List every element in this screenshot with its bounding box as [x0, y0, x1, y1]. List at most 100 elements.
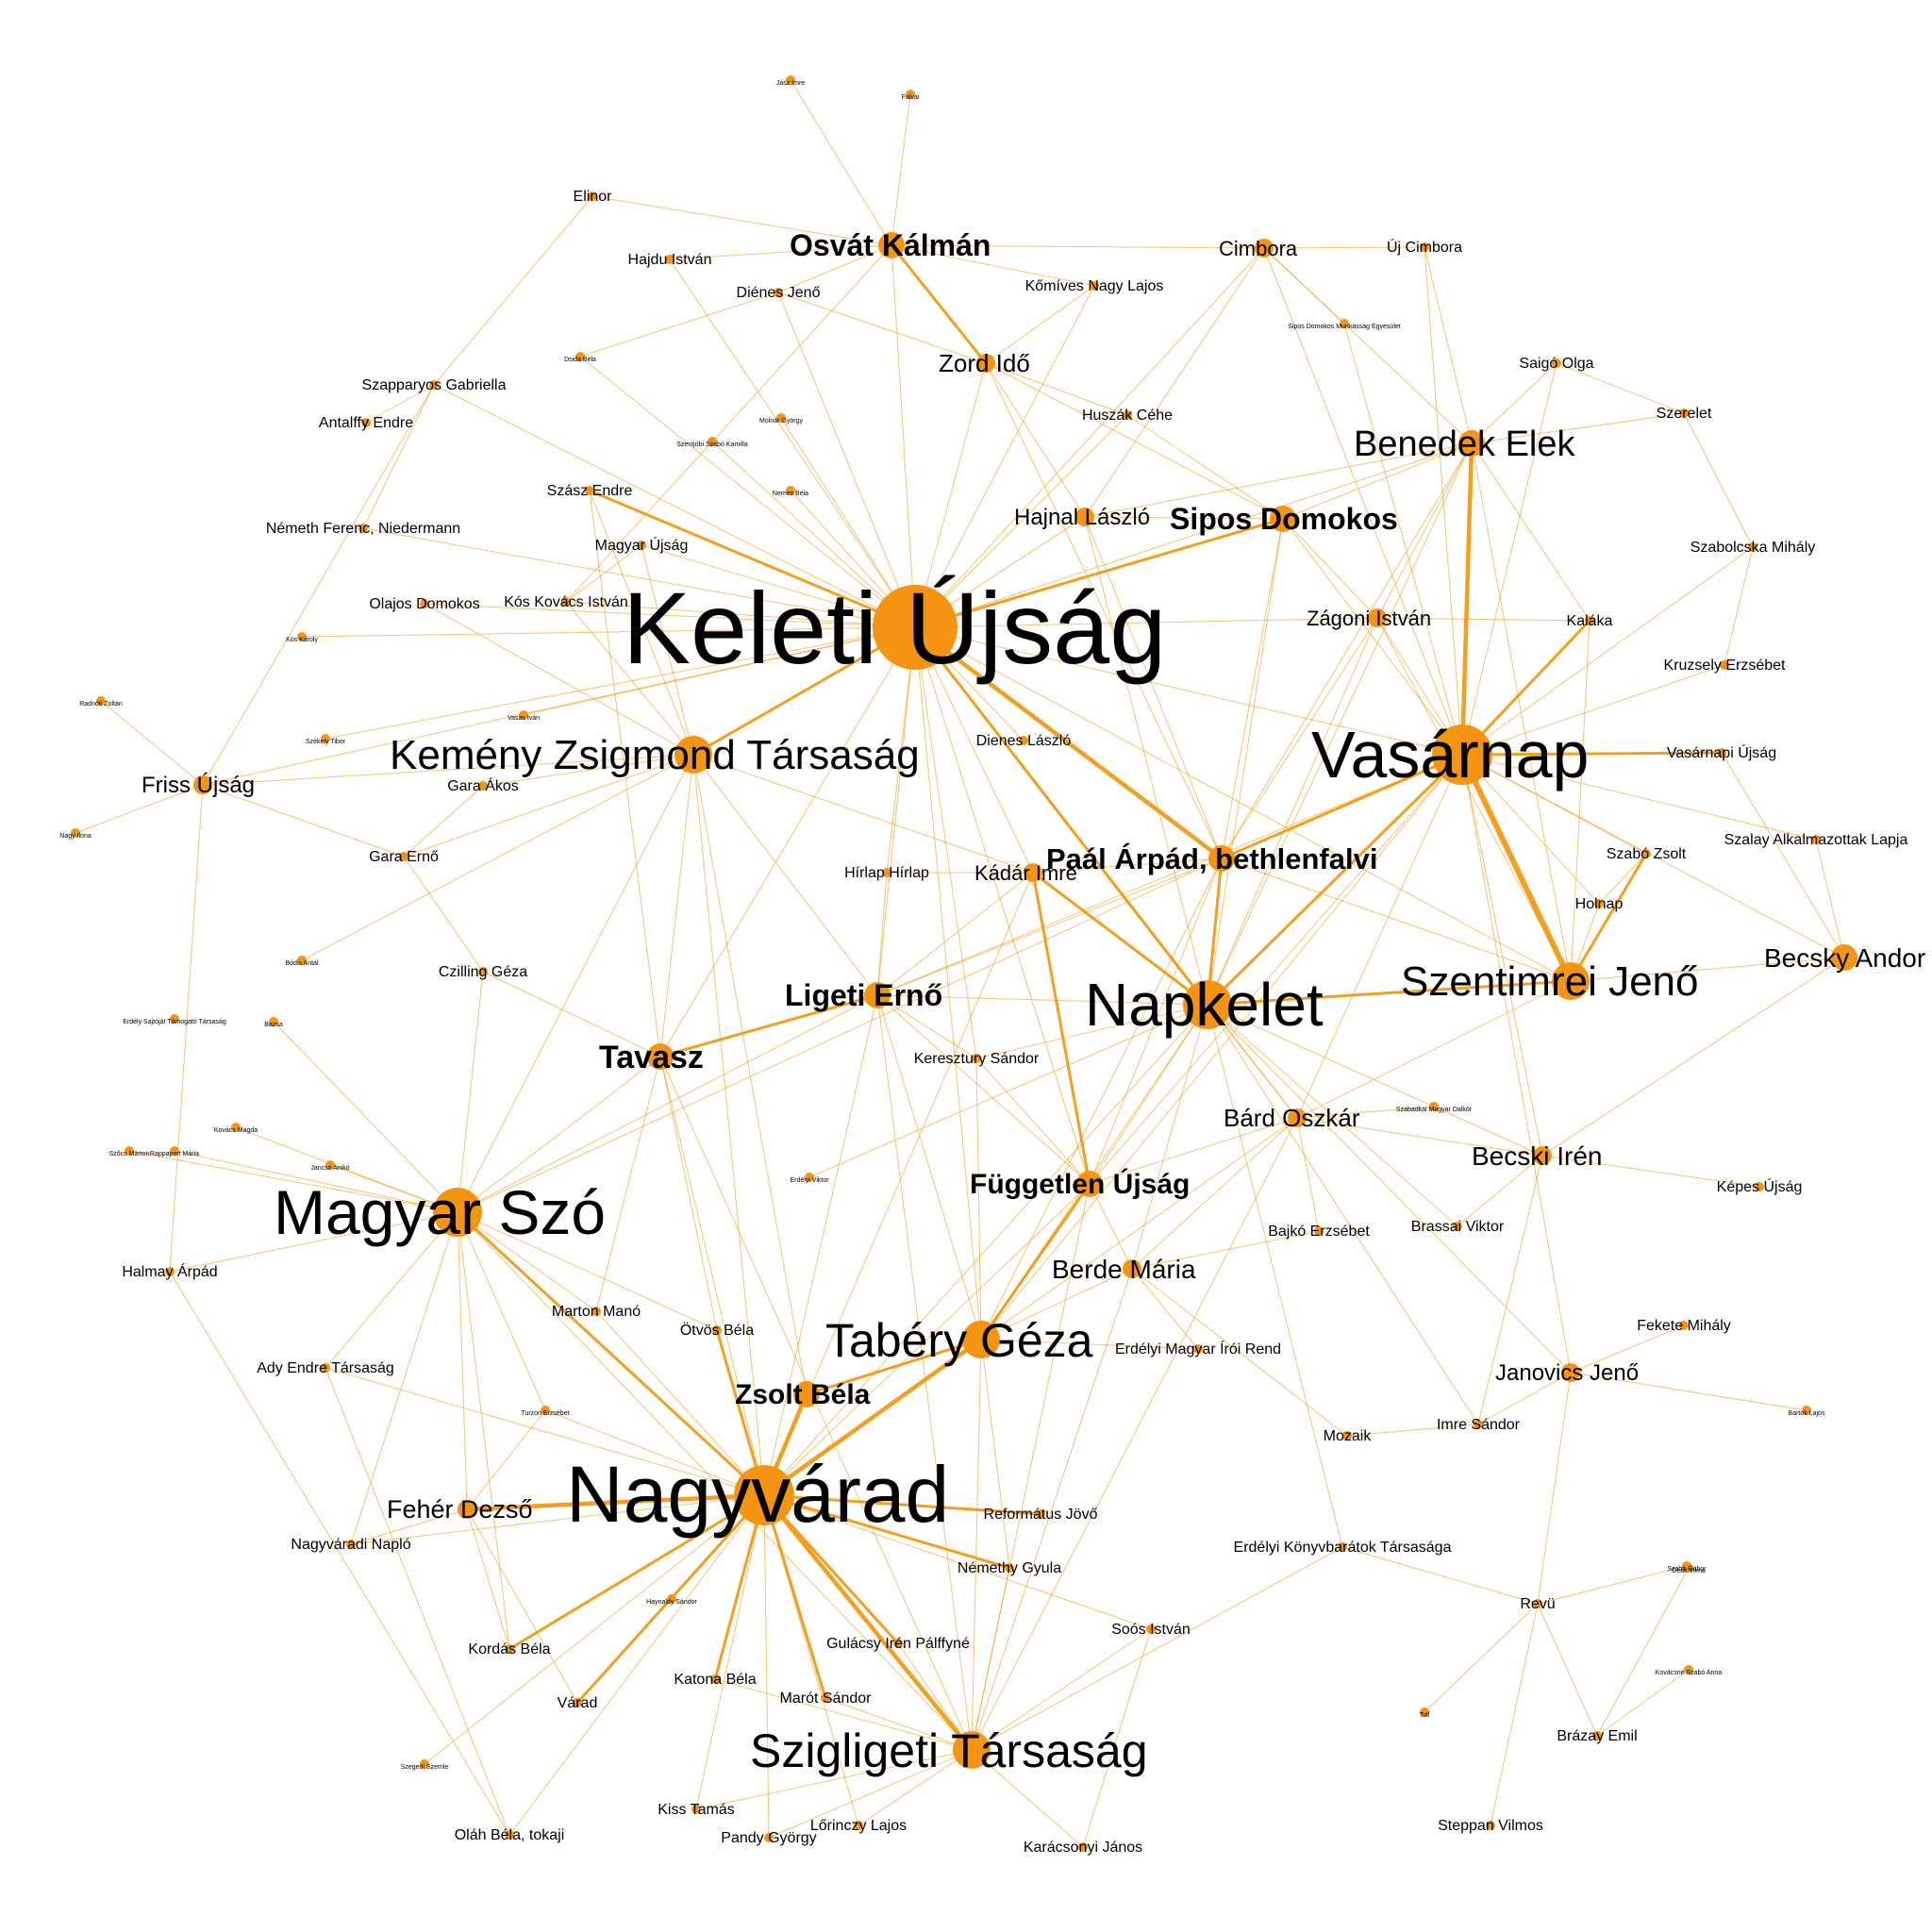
edge-keleti-paal	[912, 625, 1224, 861]
edge-tavasz-marton	[595, 1056, 661, 1312]
node-becski-iren	[1533, 1146, 1552, 1165]
node-hajnal-laszlo	[1075, 508, 1094, 526]
edge-keleti-kadar	[914, 626, 1034, 874]
edge-nagyvarad-marot	[762, 1493, 827, 1700]
node-kovacs-magda	[231, 1123, 241, 1132]
edge-keleti-magyarujsag	[641, 544, 916, 628]
edge-keleti-keresztury	[914, 626, 977, 1059]
label-hirlap-hirlap: Hírlap Hírlap	[844, 865, 929, 881]
label-halmay-arpad: Halmay Árpád	[122, 1262, 217, 1280]
label-falvai: Falvai	[902, 94, 920, 101]
edge-janovics-t24	[1570, 1372, 1807, 1411]
labels-layer: Keleti Újság Nagyvárad Vasárnap Napkelet Mag…	[59, 80, 1925, 1856]
node-elinor	[588, 192, 597, 201]
label-mozaik: Mozaik	[1324, 1428, 1373, 1444]
edge-szigligeti-karacsonyi	[971, 1749, 1084, 1848]
label-rappaport-maria: Rappaport Mária	[150, 1151, 199, 1158]
label-huszak-cehe: Huszák Céhe	[1082, 408, 1173, 424]
label-kemeny-zsigmond-tarsasag: Kemény Zsigmond Társaság	[390, 732, 920, 778]
label-deak-vilma: Deák Vilma	[1672, 1568, 1706, 1574]
label-tabery-geza: Tabéry Géza	[825, 1314, 1093, 1367]
node-antalffy-endre	[361, 418, 371, 427]
edge-nagyvarad-lorinczy	[763, 1494, 859, 1826]
node-toll	[1420, 1707, 1429, 1717]
edge-ligeti-kadar	[876, 872, 1034, 996]
edge-sipos-huszak	[1126, 414, 1284, 520]
edge-keleti-bard	[914, 626, 1298, 1119]
label-reformatus-jovo: Református Jövő	[984, 1507, 1098, 1523]
node-janovics-jeno	[1561, 1363, 1580, 1382]
edge-imre-mozaik	[1346, 1424, 1479, 1437]
edge-feher-nagyvaradinaplo	[350, 1508, 468, 1545]
edge-zord-hajnal	[985, 362, 1086, 518]
edge-benedek-zagoni	[1376, 442, 1473, 619]
edge-friss-halmay	[169, 784, 204, 1273]
edge-nagyvarad-pandy	[763, 1494, 770, 1839]
node-fekete-mihaly	[1679, 1321, 1689, 1330]
edge-osvat-elinor	[591, 195, 892, 246]
edge-janovics-revu	[1537, 1372, 1572, 1605]
label-kovacs-magda: Kovács Magda	[214, 1127, 258, 1134]
label-lorinczy-lajos: Lőrinczy Lajos	[810, 1818, 907, 1834]
edge-magyarszo-tavasz	[457, 1056, 661, 1213]
label-feher-dezso: Fehér Dezső	[387, 1495, 533, 1524]
node-hajdu-istvan	[665, 255, 675, 264]
edge-szentimrei-szabozsolt	[1569, 852, 1648, 983]
edge-szigligeti-pandy	[768, 1749, 973, 1839]
edge-osvat-hajdu	[669, 244, 892, 260]
label-nemeth-ferenc-niedermann: Németh Ferenc, Niedermann	[266, 521, 460, 537]
label-turzon-erzsebet: Turzon Erzsébet	[521, 1410, 569, 1417]
node-erdelyi-magyar-iroi-rend	[1193, 1344, 1203, 1354]
label-zagoni-istvan: Zágoni István	[1307, 607, 1431, 630]
node-jancso-aniko	[325, 1160, 335, 1170]
edge-sipos-zord	[985, 362, 1284, 520]
edge-nagyvarad-kiss	[695, 1494, 765, 1810]
edge-friss-szapp	[202, 384, 435, 786]
edge-napkelet-imre	[1207, 1004, 1479, 1425]
label-nagyvarad: Nagyvárad	[566, 1450, 949, 1539]
edge-ligeti-fuggetlen	[876, 994, 1091, 1185]
edge-benedek-saito	[1471, 362, 1557, 444]
edge-revu-toll	[1424, 1603, 1539, 1713]
edge-tabery-nemethy	[980, 1339, 1010, 1569]
edge-szigligeti-fuggetlen	[971, 1183, 1091, 1751]
edge-keleti-dienes	[777, 291, 916, 628]
edge-janovics-fekete	[1570, 1324, 1685, 1374]
label-karacsonyi-janos: Karácsonyi János	[1024, 1840, 1142, 1856]
label-szalay-alkalmazottak-lapja: Szalay Alkalmazottak Lapja	[1724, 832, 1908, 848]
edge-paal-hajnal	[1084, 516, 1223, 859]
node-osvat-kalman	[878, 232, 905, 258]
node-otvos-bela	[712, 1325, 722, 1335]
node-berde-maria	[1123, 1259, 1141, 1278]
label-kiss-tamas: Kiss Tamás	[658, 1802, 735, 1818]
node-vasarnap	[1432, 724, 1492, 785]
label-szekely-tibor: Székely Tibor	[306, 739, 346, 745]
node-imre-sandor	[1474, 1420, 1483, 1429]
edge-osvat-komives	[891, 244, 1095, 287]
label-imre-sandor: Imre Sándor	[1437, 1417, 1521, 1433]
node-nagyvarad	[734, 1465, 794, 1525]
edge-keleti-t12	[325, 626, 916, 740]
edge-paal-fuggetlen	[1089, 858, 1223, 1185]
edge-vasarnap-tabery	[980, 754, 1463, 1341]
edge-napkelet-janovics	[1207, 1004, 1572, 1374]
edge-napkelet-benedek	[1207, 442, 1473, 1006]
node-kadar-imre	[1024, 863, 1042, 882]
label-holnap: Holnap	[1575, 896, 1624, 912]
label-benedek-elek: Benedek Elek	[1354, 425, 1575, 464]
edge-napkelet-szentimrei	[1206, 979, 1573, 1007]
label-bodis-antal: Bódis Antal	[285, 960, 318, 967]
edge-revu-steppan	[1490, 1603, 1539, 1826]
label-bajko-erzsebet: Bajkó Erzsébet	[1268, 1224, 1370, 1240]
edge-bard-becskiiren	[1296, 1117, 1543, 1157]
node-kiss-tamas	[691, 1805, 701, 1814]
edge-nagyvarad-ligeti	[763, 994, 878, 1496]
label-kos-karoly: Kós Károly	[286, 637, 318, 643]
label-kalaka: Kaláka	[1567, 613, 1613, 629]
node-becsky-andor	[1831, 944, 1857, 971]
edge-szentimrei-benedek	[1471, 442, 1572, 982]
node-paal-arpad-bethlenfalvi	[1208, 845, 1235, 872]
edge-keleti-t11	[523, 626, 916, 716]
label-szasz-endre: Szász Endre	[547, 483, 633, 499]
label-szabo-gabor: Szabó Gábor	[1667, 1566, 1707, 1573]
